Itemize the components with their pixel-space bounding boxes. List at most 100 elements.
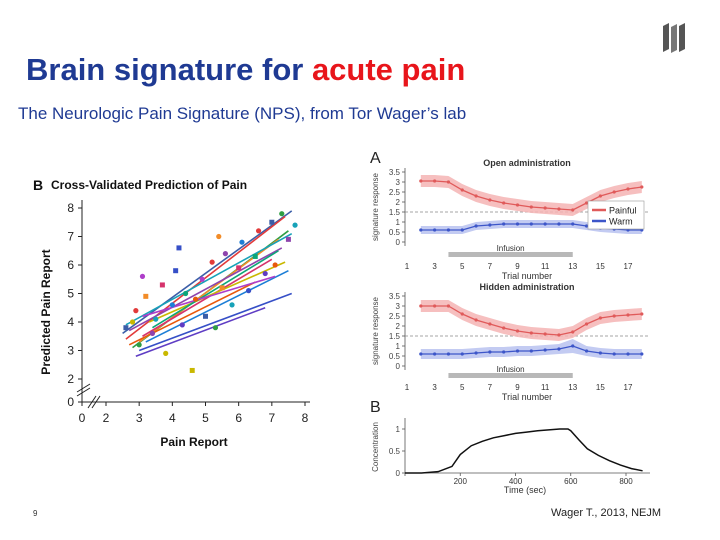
- scatter-point: [136, 342, 142, 348]
- scatter-point: [219, 285, 225, 291]
- series-point: [571, 208, 575, 212]
- trial-y-tick-label: 2: [396, 322, 401, 331]
- trial-x-tick-label: 13: [568, 383, 577, 392]
- series-point: [584, 201, 589, 205]
- series-point: [598, 194, 602, 198]
- scatter-point: [285, 236, 291, 242]
- scatter-point: [163, 350, 169, 356]
- trial-panel-title: Open administration: [483, 158, 571, 168]
- scatter-y-tick-label: 6: [67, 258, 74, 272]
- scatter-point: [279, 211, 285, 217]
- trial-y-tick-label: 1.5: [389, 208, 401, 217]
- scatter-x-tick-label: 4: [169, 411, 176, 425]
- scatter-point: [292, 222, 298, 228]
- trial-x-tick-label: 7: [488, 383, 493, 392]
- trial-y-tick-label: 3: [396, 178, 401, 187]
- series-point: [515, 349, 520, 353]
- concentration-panel: B 1 0.5 0 200 400 600 800 Time (sec) Concentratio…: [370, 399, 650, 495]
- trial-y-tick-label: 0: [396, 238, 401, 247]
- page-number: 9: [33, 509, 38, 518]
- trial-y-tick-label: 2.5: [389, 312, 401, 321]
- series-point: [515, 222, 520, 226]
- scatter-point: [183, 290, 189, 297]
- scatter-x-tick-label: 6: [235, 411, 242, 425]
- series-point: [529, 331, 533, 335]
- university-logo-icon: [663, 23, 685, 53]
- trial-x-tick-label: 11: [541, 262, 550, 271]
- series-point: [502, 222, 506, 226]
- trial-y-tick-label: 0.5: [389, 352, 401, 361]
- series-point: [557, 347, 561, 351]
- scatter-point: [262, 270, 268, 277]
- trial-x-tick-label: 3: [432, 262, 437, 271]
- series-point: [529, 205, 533, 209]
- series-point: [626, 187, 630, 191]
- trial-y-label: signature response: [371, 296, 380, 365]
- slide-subtitle: The Neurologic Pain Signature (NPS), fro…: [18, 104, 467, 123]
- infusion-bar: [448, 252, 573, 257]
- scatter-x-tick-label: 8: [302, 411, 309, 425]
- trial-panel-1: Hidden administration3.532.521.510.50sig…: [371, 282, 648, 402]
- series-point: [543, 222, 547, 226]
- concentration-y-tick-label: 0: [396, 469, 401, 478]
- series-point: [488, 322, 492, 326]
- series-point: [584, 322, 589, 326]
- series-point: [433, 304, 437, 308]
- series-point: [419, 352, 423, 356]
- legend-label: Warm: [609, 217, 633, 227]
- trial-x-tick-label: 17: [624, 383, 633, 392]
- scatter-point: [222, 251, 228, 257]
- scatter-point: [176, 245, 182, 251]
- trial-x-tick-label: 1: [405, 262, 410, 271]
- legend-box: [587, 200, 645, 230]
- series-point: [515, 203, 520, 207]
- trial-x-tick-label: 5: [460, 262, 465, 271]
- scatter-point: [159, 282, 165, 288]
- trial-x-tick-label: 3: [432, 383, 437, 392]
- scatter-point: [199, 276, 205, 282]
- y-axis-break-mark: [76, 383, 91, 393]
- slide-title: Brain signature for acute pain: [26, 52, 465, 88]
- series-point: [446, 228, 451, 232]
- series-point: [446, 352, 451, 356]
- series-point: [474, 224, 478, 228]
- series-point: [419, 179, 423, 183]
- series-point: [446, 180, 451, 184]
- scatter-point: [255, 228, 262, 234]
- trial-x-tick-label: 17: [624, 262, 633, 271]
- concentration-curve: [405, 428, 643, 474]
- series-point: [612, 352, 616, 356]
- scatter-x-tick-label: 0: [79, 411, 86, 425]
- trial-x-tick-label: 13: [568, 262, 577, 271]
- concentration-x-tick-label: 600: [564, 477, 578, 486]
- series-point: [446, 304, 451, 308]
- series-point: [488, 223, 492, 227]
- scatter-y-tick-label: 2: [67, 372, 74, 386]
- concentration-x-tick-label: 400: [509, 477, 523, 486]
- infusion-label: Infusion: [497, 244, 525, 253]
- concentration-x-tick-label: 800: [619, 477, 633, 486]
- trial-y-tick-label: 3.5: [389, 292, 401, 301]
- regression-line: [128, 247, 283, 332]
- series-point: [640, 352, 644, 356]
- trial-y-tick-label: 2: [396, 198, 401, 207]
- series-point: [571, 330, 575, 334]
- trial-y-tick-label: 3: [396, 302, 401, 311]
- trial-x-tick-label: 9: [515, 262, 520, 271]
- scatter-point: [212, 325, 219, 331]
- trial-y-tick-label: 2.5: [389, 188, 401, 197]
- scatter-point: [149, 330, 156, 336]
- series-point: [474, 351, 478, 355]
- series-point: [612, 314, 616, 318]
- scatter-title: Cross-Validated Prediction of Pain: [51, 178, 247, 192]
- scatter-point: [269, 219, 275, 225]
- legend-label: Painful: [609, 206, 637, 216]
- trial-y-tick-label: 1: [396, 218, 401, 227]
- series-point: [419, 304, 423, 308]
- series-point: [640, 312, 644, 316]
- scatter-y-tick-label: 4: [67, 315, 74, 329]
- series-point: [557, 333, 561, 337]
- series-point: [515, 329, 520, 333]
- infusion-label: Infusion: [497, 365, 525, 374]
- scatter-y-label: Predicted Pain Report: [39, 249, 53, 374]
